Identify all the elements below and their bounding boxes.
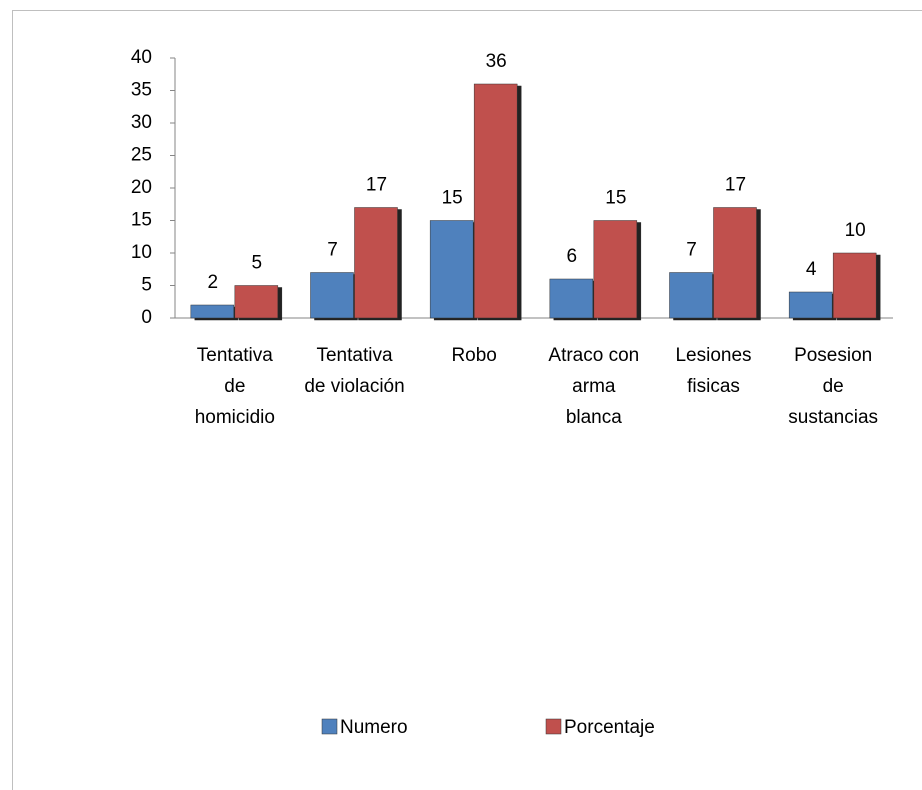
legend-label: Porcentaje [564, 717, 655, 738]
y-tick-label: 10 [131, 242, 152, 263]
bar [593, 220, 638, 319]
data-label: 17 [725, 175, 746, 196]
data-label: 15 [605, 188, 626, 209]
legend-label: Numero [340, 717, 408, 738]
chart-frame [12, 10, 922, 790]
bar [354, 207, 398, 319]
bar [669, 272, 713, 319]
y-tick-label: 35 [131, 80, 152, 101]
bar [190, 304, 235, 319]
legend-swatch [321, 718, 338, 735]
x-tick-label: Robo [451, 345, 497, 366]
bar [788, 291, 833, 319]
x-tick-label: Tentativa de violación [304, 345, 405, 397]
data-label: 7 [686, 240, 697, 261]
x-tick-label: Tentativa de homicidio [194, 345, 275, 428]
bar [832, 252, 877, 319]
x-tick-label: Atraco con arma blanca [548, 345, 640, 428]
data-label: 2 [208, 272, 219, 293]
data-label: 36 [486, 51, 507, 72]
data-label: 10 [845, 220, 866, 241]
x-tick-label: Posesion de sustancias [788, 345, 879, 428]
bar [429, 220, 474, 319]
bar [310, 272, 354, 319]
y-tick-label: 25 [131, 145, 152, 166]
data-label: 17 [366, 175, 387, 196]
data-label: 15 [442, 188, 463, 209]
bar [549, 278, 594, 319]
y-tick-label: 15 [131, 210, 152, 231]
bar [473, 83, 518, 319]
x-tick-label: Lesiones fisicas [675, 345, 752, 397]
data-label: 6 [567, 246, 578, 267]
legend-swatch [545, 718, 562, 735]
y-tick-label: 30 [131, 112, 152, 133]
bar [713, 207, 757, 319]
bar [234, 285, 279, 319]
data-label: 7 [327, 240, 338, 261]
data-label: 4 [806, 259, 817, 280]
data-label: 5 [252, 253, 263, 274]
y-tick-label: 40 [131, 47, 152, 68]
y-tick-label: 20 [131, 177, 152, 198]
y-tick-label: 5 [141, 275, 152, 296]
y-tick-label: 0 [141, 307, 152, 328]
